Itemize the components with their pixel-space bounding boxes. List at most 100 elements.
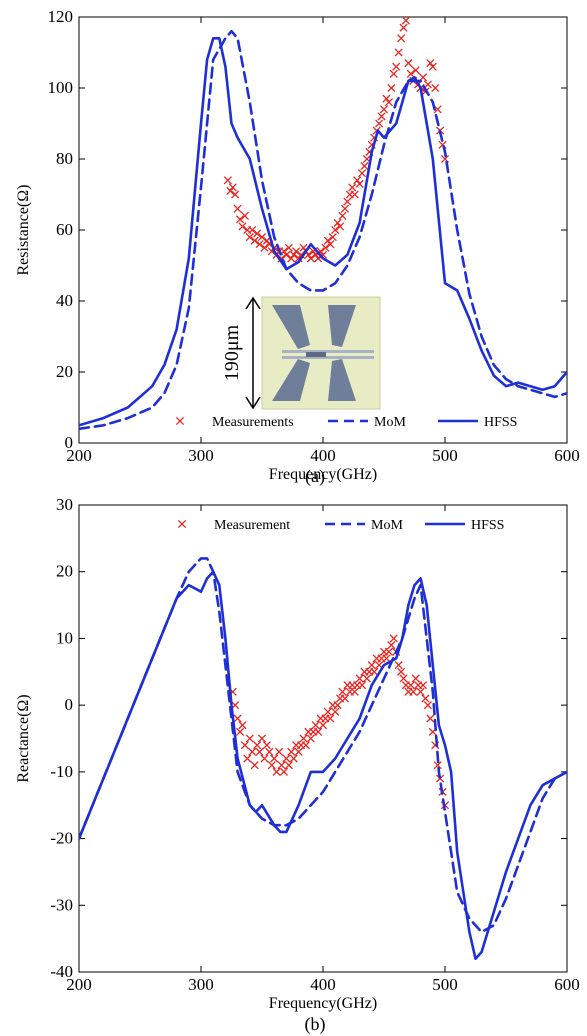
measurement-marker <box>177 519 187 529</box>
x-axis-label: Frequency(GHz) <box>269 995 377 1012</box>
marker-stroke <box>248 747 257 756</box>
x-tick-label: 500 <box>432 446 458 465</box>
marker-stroke <box>253 741 262 750</box>
marker-stroke <box>238 222 247 231</box>
marker-stroke <box>306 254 315 263</box>
measurement-marker <box>387 641 396 650</box>
y-tick-label: 20 <box>56 562 73 581</box>
marker-stroke <box>384 98 393 107</box>
measurement-marker <box>250 761 259 770</box>
marker-stroke <box>331 225 340 235</box>
feed-line <box>282 356 374 359</box>
measurement-marker <box>287 747 296 756</box>
legend: Measurement MoM HFSS <box>177 518 504 533</box>
panel-caption-b: (b) <box>305 1014 326 1035</box>
measurement-marker <box>389 634 398 643</box>
mom-line <box>79 29 567 431</box>
marker-stroke <box>379 105 389 114</box>
measurement-marker <box>394 661 403 670</box>
x-tick-label: 200 <box>66 975 92 994</box>
measurement-marker <box>333 701 342 710</box>
marker-stroke <box>284 761 293 770</box>
measurement-marker <box>228 183 237 192</box>
marker-stroke <box>277 761 286 770</box>
marker-stroke <box>326 240 335 249</box>
marker-stroke <box>262 741 271 750</box>
marker-stroke <box>336 222 345 231</box>
hfss-line <box>79 37 567 427</box>
measurement-marker <box>301 741 310 750</box>
marker-stroke <box>294 747 303 756</box>
plot-data <box>79 557 567 960</box>
measurement-marker <box>331 225 340 235</box>
measurement-marker <box>389 69 398 78</box>
x-tick-label: 400 <box>310 446 336 465</box>
legend-item: HFSS <box>438 415 517 430</box>
measurement-marker <box>248 225 257 235</box>
measurement-marker <box>275 747 284 756</box>
measurement-marker <box>296 250 306 259</box>
measurement-marker <box>323 707 332 716</box>
y-tick-label: -30 <box>50 895 73 914</box>
marker-stroke <box>277 254 286 263</box>
measurement-marker <box>348 183 357 192</box>
measurement-marker <box>377 112 386 121</box>
marker-stroke <box>406 69 415 78</box>
measurement-marker <box>340 204 350 213</box>
y-tick-label: 20 <box>56 362 73 381</box>
mom-line <box>79 557 567 934</box>
marker-stroke <box>394 48 403 57</box>
measurement-marker <box>431 83 440 93</box>
measurement-marker <box>226 186 235 196</box>
marker-stroke <box>228 183 237 192</box>
measurement-marker <box>277 761 286 770</box>
marker-stroke <box>426 714 435 723</box>
marker-stroke <box>387 83 396 93</box>
y-tick-label: 30 <box>56 495 73 514</box>
measurement-marker <box>338 211 347 220</box>
marker-stroke <box>287 747 296 756</box>
marker-stroke <box>265 747 274 756</box>
marker-stroke <box>270 754 279 763</box>
legend-label: HFSS <box>471 518 504 533</box>
measurement-marker <box>284 243 293 252</box>
marker-stroke <box>394 661 403 670</box>
measurement-marker <box>350 190 359 199</box>
marker-stroke <box>284 243 293 252</box>
measurement-marker <box>287 254 296 263</box>
measurement-series <box>228 634 450 810</box>
measurement-marker <box>399 674 408 683</box>
marker-stroke <box>250 236 259 245</box>
legend-label: MoM <box>374 415 406 430</box>
marker-stroke <box>416 687 425 696</box>
y-tick-label: 80 <box>56 149 73 168</box>
measurement-marker <box>375 119 384 128</box>
y-tick-label: -10 <box>50 762 73 781</box>
marker-stroke <box>238 721 247 730</box>
marker-stroke <box>311 721 320 730</box>
x-tick-label: 600 <box>554 975 580 994</box>
measurement-marker <box>418 681 428 690</box>
marker-stroke <box>433 105 442 114</box>
measurement-marker <box>406 681 415 690</box>
marker-stroke <box>355 674 364 683</box>
marker-stroke <box>350 190 359 199</box>
marker-stroke <box>321 243 330 252</box>
measurement-marker <box>270 754 279 763</box>
measurement-marker <box>428 62 437 71</box>
measurement-marker <box>257 734 267 743</box>
marker-stroke <box>250 761 259 770</box>
marker-stroke <box>326 714 335 723</box>
x-tick-label: 300 <box>188 975 214 994</box>
legend-label: Measurements <box>212 415 294 430</box>
x-tick-label: 600 <box>554 446 580 465</box>
plot-data <box>79 17 567 431</box>
measurement-marker <box>248 747 257 756</box>
marker-stroke <box>267 761 276 770</box>
measurement-marker <box>340 694 350 703</box>
measurement-marker <box>253 741 262 750</box>
marker-stroke <box>240 741 249 750</box>
y-tick-label: 60 <box>56 220 73 239</box>
marker-stroke <box>177 519 187 529</box>
legend: Measurements MoM HFSS <box>175 415 517 430</box>
